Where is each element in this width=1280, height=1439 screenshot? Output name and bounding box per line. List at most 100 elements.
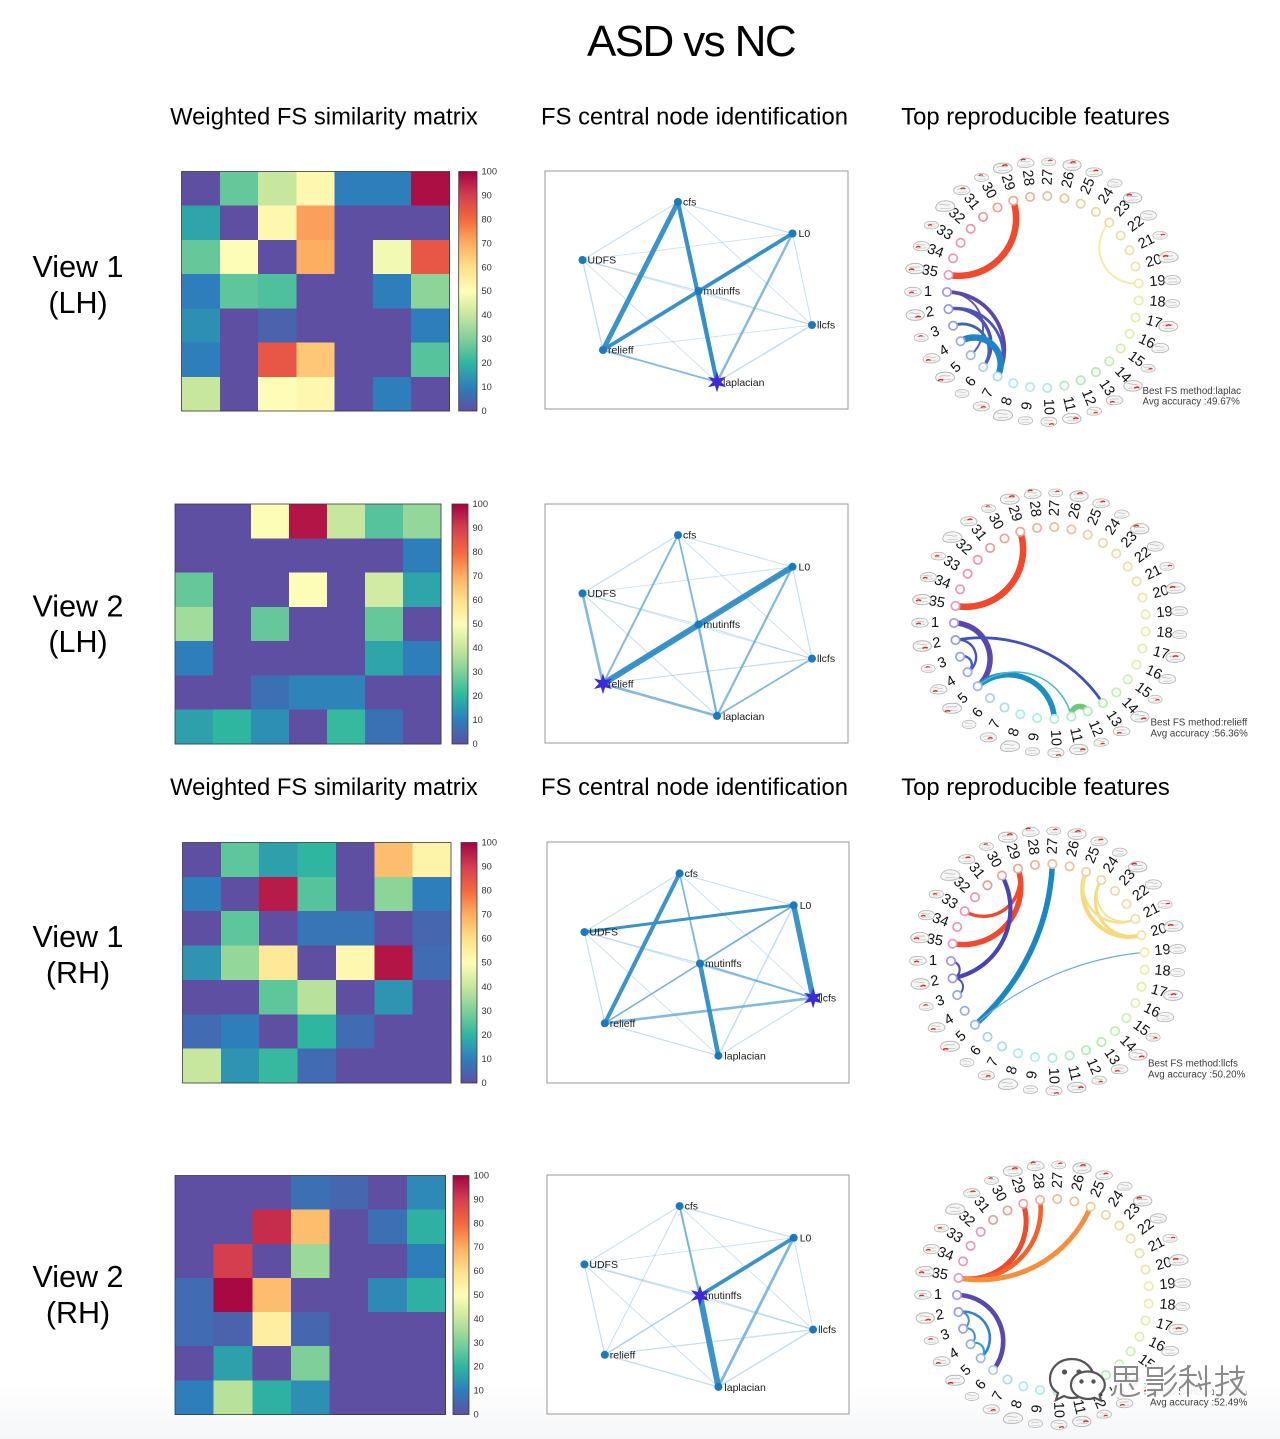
svg-text:mutinffs: mutinffs bbox=[705, 1290, 742, 1302]
svg-text:33: 33 bbox=[933, 222, 955, 244]
svg-text:laplacian: laplacian bbox=[724, 1382, 766, 1394]
svg-text:25: 25 bbox=[1078, 176, 1099, 197]
svg-text:L0: L0 bbox=[799, 228, 811, 240]
svg-text:24: 24 bbox=[1095, 185, 1117, 207]
svg-text:27: 27 bbox=[1045, 838, 1062, 855]
svg-text:26: 26 bbox=[1064, 839, 1083, 858]
svg-text:19: 19 bbox=[1154, 942, 1171, 959]
svg-text:UDFS: UDFS bbox=[588, 588, 617, 600]
svg-text:10: 10 bbox=[1045, 1067, 1062, 1084]
svg-text:16: 16 bbox=[1146, 1334, 1167, 1355]
svg-text:20: 20 bbox=[1154, 1254, 1174, 1274]
svg-text:30: 30 bbox=[482, 334, 492, 344]
svg-text:80: 80 bbox=[474, 1218, 484, 1228]
svg-text:10: 10 bbox=[1047, 729, 1064, 746]
svg-text:2: 2 bbox=[931, 635, 942, 652]
svg-text:L0: L0 bbox=[800, 1232, 812, 1244]
svg-text:UDFS: UDFS bbox=[588, 255, 617, 267]
svg-text:0: 0 bbox=[482, 406, 487, 416]
svg-text:16: 16 bbox=[1141, 1000, 1162, 1021]
svg-text:relieff: relieff bbox=[608, 345, 634, 357]
svg-text:Top reproducible features: Top reproducible features bbox=[901, 774, 1170, 801]
svg-text:80: 80 bbox=[482, 214, 492, 224]
svg-text:15: 15 bbox=[1132, 679, 1154, 701]
svg-text:35: 35 bbox=[930, 1265, 949, 1284]
svg-text:35: 35 bbox=[920, 262, 939, 281]
svg-text:Avg accuracy :49.67%: Avg accuracy :49.67% bbox=[1143, 397, 1241, 408]
svg-text:60: 60 bbox=[482, 934, 492, 944]
svg-text:33: 33 bbox=[940, 553, 962, 575]
svg-text:60: 60 bbox=[473, 595, 483, 605]
svg-text:(RH): (RH) bbox=[46, 956, 110, 990]
svg-text:Avg accuracy :52.49%: Avg accuracy :52.49% bbox=[1150, 1398, 1248, 1409]
svg-text:90: 90 bbox=[482, 862, 492, 872]
svg-text:mutinffs: mutinffs bbox=[704, 619, 741, 631]
svg-text:11: 11 bbox=[1066, 726, 1085, 744]
svg-text:30: 30 bbox=[985, 511, 1007, 533]
svg-text:34: 34 bbox=[925, 241, 946, 262]
svg-text:laplacian: laplacian bbox=[723, 377, 765, 389]
svg-text:29: 29 bbox=[998, 172, 1018, 192]
svg-text:35: 35 bbox=[925, 931, 944, 950]
svg-text:35: 35 bbox=[927, 593, 946, 612]
svg-text:Avg accuracy :50.20%: Avg accuracy :50.20% bbox=[1148, 1070, 1246, 1081]
svg-text:18: 18 bbox=[1154, 962, 1171, 979]
svg-text:20: 20 bbox=[482, 1030, 492, 1040]
svg-text:11: 11 bbox=[1059, 395, 1078, 413]
svg-text:50: 50 bbox=[473, 619, 483, 629]
svg-text:9: 9 bbox=[1029, 1404, 1046, 1414]
svg-text:19: 19 bbox=[1149, 273, 1166, 290]
svg-text:34: 34 bbox=[932, 572, 953, 593]
svg-text:30: 30 bbox=[983, 849, 1005, 871]
svg-text:90: 90 bbox=[473, 523, 483, 533]
svg-text:80: 80 bbox=[473, 547, 483, 557]
svg-text:10: 10 bbox=[474, 1386, 484, 1396]
svg-text:llcfs: llcfs bbox=[818, 992, 836, 1004]
svg-text:20: 20 bbox=[473, 691, 483, 701]
svg-text:30: 30 bbox=[473, 667, 483, 677]
svg-text:30: 30 bbox=[978, 180, 1000, 202]
svg-text:18: 18 bbox=[1159, 1296, 1176, 1313]
svg-text:relieff: relieff bbox=[608, 678, 634, 690]
svg-text:View 1: View 1 bbox=[33, 250, 124, 284]
svg-text:UDFS: UDFS bbox=[589, 1259, 618, 1271]
svg-text:laplacian: laplacian bbox=[724, 1051, 766, 1063]
svg-text:21: 21 bbox=[1141, 900, 1162, 921]
svg-text:laplacian: laplacian bbox=[723, 711, 765, 723]
svg-text:18: 18 bbox=[1156, 624, 1173, 641]
svg-text:30: 30 bbox=[482, 1006, 492, 1016]
svg-text:(LH): (LH) bbox=[48, 625, 107, 659]
svg-text:31: 31 bbox=[960, 191, 983, 214]
svg-text:70: 70 bbox=[474, 1242, 484, 1252]
svg-text:90: 90 bbox=[474, 1194, 484, 1204]
svg-text:50: 50 bbox=[474, 1290, 484, 1300]
svg-text:Weighted FS similarity matrix: Weighted FS similarity matrix bbox=[170, 104, 478, 131]
svg-text:31: 31 bbox=[967, 522, 990, 545]
svg-text:2: 2 bbox=[924, 304, 935, 321]
svg-text:15: 15 bbox=[1130, 1017, 1152, 1039]
svg-text:20: 20 bbox=[482, 358, 492, 368]
svg-text:100: 100 bbox=[474, 1170, 490, 1180]
svg-text:26: 26 bbox=[1059, 170, 1078, 189]
svg-text:1: 1 bbox=[931, 615, 939, 631]
svg-text:9: 9 bbox=[1019, 401, 1036, 411]
svg-text:34: 34 bbox=[930, 910, 951, 931]
svg-text:21: 21 bbox=[1136, 231, 1157, 252]
svg-text:20: 20 bbox=[474, 1362, 484, 1372]
svg-text:26: 26 bbox=[1066, 501, 1085, 520]
svg-text:9: 9 bbox=[1024, 1070, 1041, 1080]
svg-text:29: 29 bbox=[1008, 1175, 1028, 1195]
svg-text:16: 16 bbox=[1143, 662, 1164, 683]
svg-text:cfs: cfs bbox=[683, 530, 696, 542]
svg-text:L0: L0 bbox=[800, 900, 812, 912]
svg-text:20: 20 bbox=[1151, 582, 1171, 602]
svg-text:80: 80 bbox=[482, 886, 492, 896]
svg-text:Top reproducible features: Top reproducible features bbox=[901, 104, 1170, 131]
svg-text:60: 60 bbox=[482, 262, 492, 272]
svg-text:2: 2 bbox=[929, 973, 940, 990]
svg-text:15: 15 bbox=[1125, 348, 1147, 370]
svg-text:relieff: relieff bbox=[610, 1018, 636, 1030]
svg-text:19: 19 bbox=[1159, 1276, 1176, 1293]
svg-text:29: 29 bbox=[1005, 503, 1025, 523]
svg-text:19: 19 bbox=[1156, 604, 1173, 621]
